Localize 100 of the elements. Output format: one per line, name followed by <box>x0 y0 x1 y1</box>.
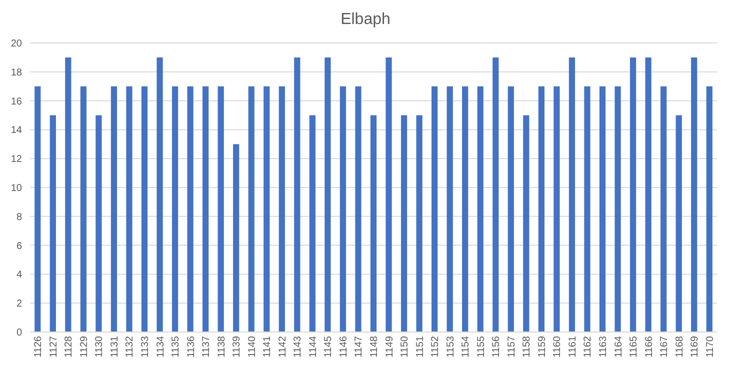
x-tick-label: 1132 <box>124 336 136 358</box>
bar <box>554 86 560 332</box>
y-tick-label: 18 <box>10 67 22 78</box>
x-tick-label: 1127 <box>48 336 60 358</box>
bar <box>187 86 194 332</box>
x-tick-label: 1137 <box>201 336 212 358</box>
bar <box>202 86 209 332</box>
bar <box>568 57 576 332</box>
bar <box>172 86 178 332</box>
x-tick-label: 1164 <box>613 336 624 358</box>
bar <box>386 57 392 332</box>
x-tick-label: 1163 <box>598 336 609 358</box>
y-tick-label: 20 <box>10 38 22 50</box>
bar <box>264 86 270 332</box>
x-tick-label: 1139 <box>232 336 243 358</box>
x-tick-label: 1144 <box>308 336 319 358</box>
x-tick-label: 1170 <box>704 336 716 358</box>
y-tick-label: 6 <box>16 240 22 252</box>
x-tick-label: 1141 <box>262 336 274 358</box>
bar <box>432 86 438 332</box>
y-tick-label: 2 <box>16 298 22 310</box>
bar <box>278 86 285 332</box>
bar <box>477 86 484 332</box>
x-tick-label: 1154 <box>460 336 472 358</box>
bar <box>126 86 132 332</box>
x-tick-label: 1169 <box>690 336 701 358</box>
y-tick-label: 14 <box>10 125 22 136</box>
bar <box>523 115 530 332</box>
bar <box>370 115 377 332</box>
x-tick-label: 1158 <box>522 336 533 358</box>
x-tick-label: 1128 <box>64 336 75 358</box>
x-tick-label: 1142 <box>277 336 288 358</box>
bar <box>65 57 72 332</box>
x-tick-label: 1165 <box>628 336 640 358</box>
chart-title: Elbaph <box>340 11 390 28</box>
bar <box>110 86 118 332</box>
bar <box>538 86 544 332</box>
bar <box>446 86 453 332</box>
bar <box>248 86 254 332</box>
x-tick-label: 1155 <box>476 336 487 358</box>
x-tick-label: 1150 <box>400 336 411 358</box>
bar <box>50 115 56 332</box>
x-tick-label: 1133 <box>140 336 151 358</box>
x-tick-label: 1148 <box>369 336 380 358</box>
y-tick-label: 8 <box>16 212 22 223</box>
y-tick-label: 16 <box>10 96 22 108</box>
bar <box>218 86 224 332</box>
x-tick-label: 1138 <box>216 336 228 358</box>
x-tick-label: 1129 <box>78 336 90 358</box>
bar <box>309 115 316 332</box>
x-tick-label: 1126 <box>33 336 44 358</box>
y-tick-label: 10 <box>10 183 22 194</box>
x-tick-label: 1161 <box>567 336 578 358</box>
x-tick-label: 1152 <box>430 336 442 358</box>
x-tick-label: 1135 <box>170 336 182 358</box>
x-tick-label: 1149 <box>384 336 396 358</box>
bar <box>691 57 698 332</box>
bar <box>96 115 102 332</box>
x-tick-label: 1147 <box>354 336 365 358</box>
x-tick-label: 1130 <box>94 336 106 358</box>
x-tick-label: 1145 <box>323 336 334 358</box>
bar <box>294 57 300 332</box>
y-tick-label: 0 <box>16 328 22 338</box>
bar <box>508 86 514 332</box>
x-tick-label: 1167 <box>659 336 670 358</box>
x-tick-label: 1160 <box>552 336 564 358</box>
x-tick-label: 1162 <box>582 336 594 358</box>
y-tick-label: 12 <box>10 154 22 166</box>
bar <box>660 86 667 332</box>
bar <box>34 86 41 332</box>
bar <box>599 86 606 332</box>
x-tick-label: 1153 <box>445 336 456 358</box>
x-tick-label: 1157 <box>506 336 518 358</box>
bar <box>80 86 86 332</box>
x-tick-label: 1166 <box>644 336 655 358</box>
x-tick-label: 1151 <box>414 336 426 358</box>
bar <box>355 86 362 332</box>
bar <box>400 115 408 332</box>
bar <box>324 57 331 332</box>
bar <box>156 57 163 332</box>
x-tick-label: 1143 <box>292 336 304 358</box>
x-tick-label: 1140 <box>246 336 258 358</box>
x-tick-label: 1159 <box>536 336 548 358</box>
bar <box>706 86 712 332</box>
x-tick-label: 1131 <box>109 336 120 358</box>
bar <box>492 57 499 332</box>
bar <box>416 115 422 332</box>
x-tick-label: 1134 <box>155 336 166 358</box>
bar <box>676 115 682 332</box>
y-tick-label: 4 <box>16 270 22 281</box>
x-tick-label: 1146 <box>338 336 350 358</box>
bar <box>614 86 621 332</box>
bar <box>141 86 148 332</box>
bar <box>584 86 590 332</box>
bar <box>233 144 240 332</box>
bar <box>630 57 636 332</box>
bar <box>462 86 468 332</box>
bar <box>340 86 346 332</box>
x-tick-label: 1156 <box>491 336 502 358</box>
x-tick-label: 1136 <box>186 336 197 358</box>
